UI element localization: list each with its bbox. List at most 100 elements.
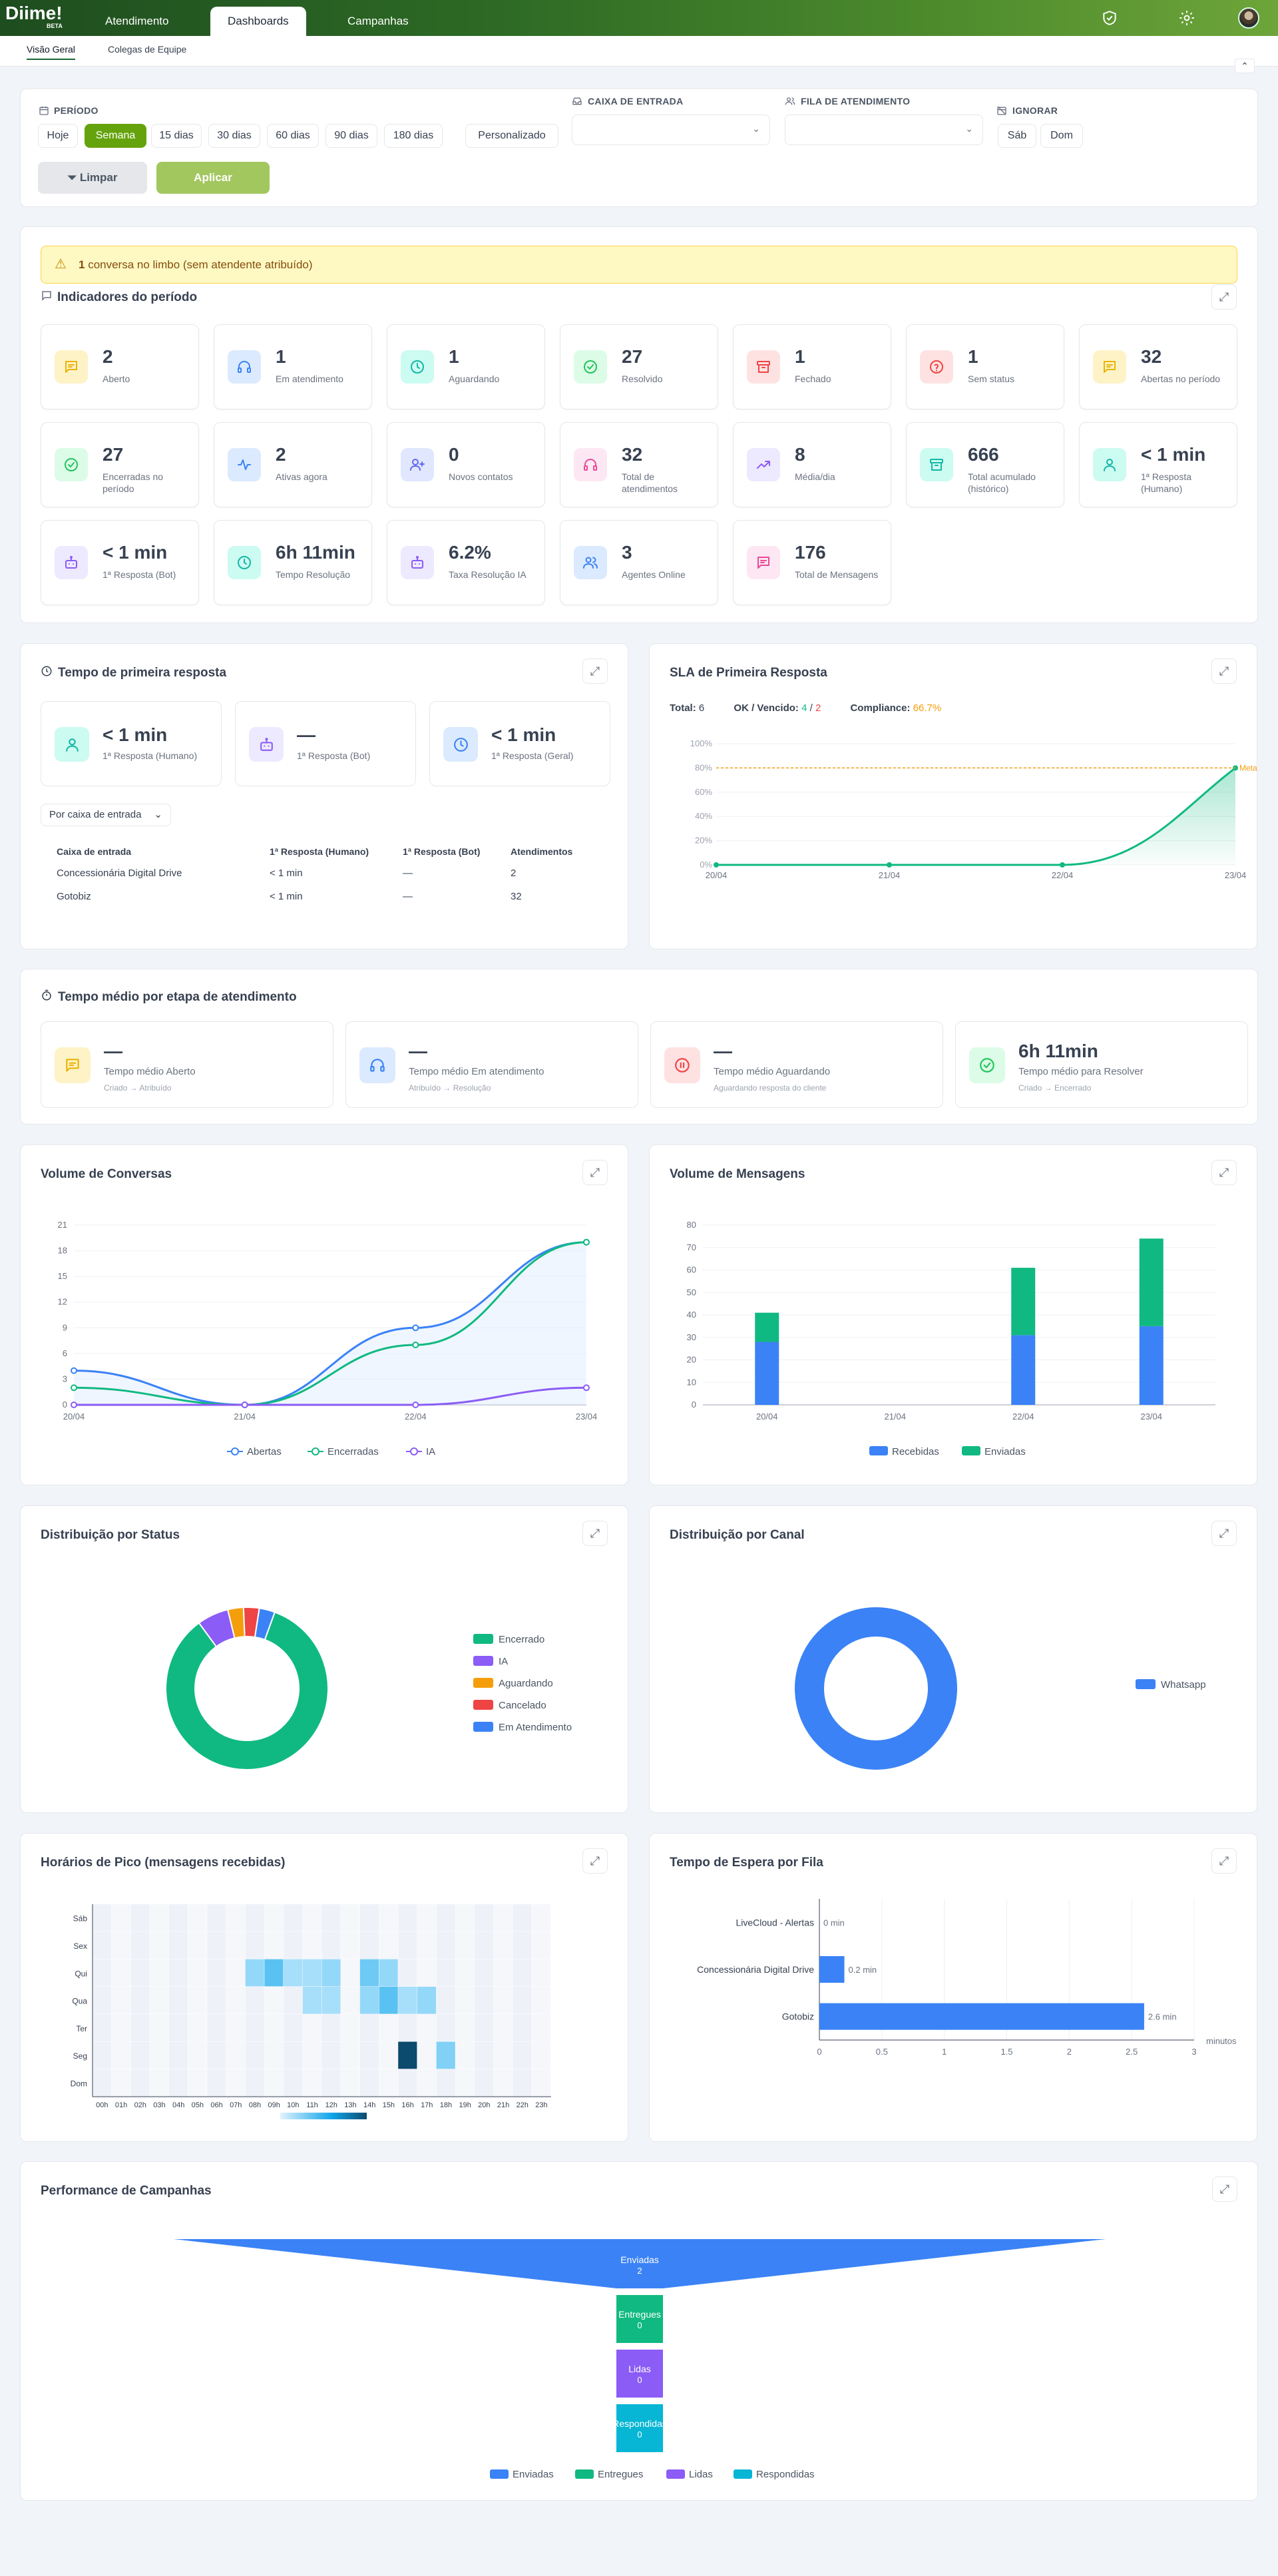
aplicar-button[interactable]: Aplicar [156,162,270,194]
heatmap-cell [130,2069,150,2097]
nav-tab-atendimento[interactable]: Atendimento [105,15,169,27]
check-circle-icon [969,1047,1005,1083]
shield-check-icon[interactable] [1101,9,1118,27]
series-point [71,1367,77,1374]
fila-atendimento-select[interactable]: ⌄ [785,115,983,145]
y-tick-label: 12 [58,1297,67,1307]
legend-marker [410,1447,418,1455]
y-tick-label: 80 [687,1220,696,1230]
heatmap-cell [264,2041,284,2069]
heatmap-cell [475,1904,494,1932]
ignorar-sabado-button[interactable]: Sáb [998,124,1036,148]
clock-icon [228,546,261,579]
periodo-90-dias-button[interactable]: 90 dias [325,124,377,148]
legend-swatch [575,2469,594,2479]
nav-tab-campanhas[interactable]: Campanhas [347,15,409,27]
expand-icon[interactable]: ⤢ [1211,1160,1237,1185]
kpi-card: 6h 11min Tempo Resolução [214,520,372,605]
kpi-value: 8 [795,444,805,465]
heatmap-cell [341,1986,360,2014]
kpi-value: 3 [622,542,632,563]
y-tick-label: 20% [695,836,712,846]
caixa-entrada-select[interactable]: ⌄ [572,115,770,145]
periodo-personalizado-button[interactable]: Personalizado [465,124,558,148]
nav-tab-dashboards[interactable]: Dashboards [210,7,306,36]
legend-label: Recebidas [892,1446,939,1457]
x-tick-label: 17h [421,2101,433,2109]
expand-icon[interactable]: ⤢ [1212,2177,1237,2202]
limpar-button[interactable]: ⏷ Limpar [38,162,147,194]
dist-status-panel: Distribuição por Status ⤢ Encerrado IA Agu… [20,1505,628,1813]
expand-icon[interactable]: ⤢ [582,1160,608,1185]
periodo-15-dias-button[interactable]: 15 dias [151,124,202,148]
dist-status-title: Distribuição por Status [41,1528,180,1542]
expand-icon[interactable]: ⤢ [1211,284,1237,310]
funnel-stage-value: 0 [637,2375,642,2385]
archive-icon [920,448,953,481]
sla-point [887,862,892,868]
x-tick-label: 21/04 [884,1412,906,1421]
sla-title: SLA de Primeira Resposta [670,666,827,680]
collapse-chevron-up-icon[interactable]: ⌃ [1235,59,1255,73]
heatmap-cell-active [284,1959,303,1987]
legend-marker [312,1447,320,1455]
sla-area [716,768,1235,865]
expand-icon[interactable]: ⤢ [1211,658,1237,684]
legend-marker [231,1447,239,1455]
periodo-semana-button[interactable]: Semana [85,124,146,148]
app-logo[interactable]: Diime! [5,3,63,23]
expand-icon[interactable]: ⤢ [1211,1521,1237,1546]
periodo-hoje-button[interactable]: Hoje [38,124,78,148]
horarios-panel: Horários de Pico (mensagens recebidas) ⤢… [20,1833,628,2142]
legend-swatch [734,2469,752,2479]
heatmap-cell [493,1904,513,1932]
heatmap-cell-active [379,1986,398,2014]
legend-label: Aguardando [499,1678,553,1689]
dist-canal-chart: Whatsapp [795,1607,1206,1770]
heatmap-cell [532,1986,551,2014]
x-tick-label: 03h [153,2101,165,2109]
funnel-stage-label: Enviadas [620,2254,659,2265]
subtab-colegas-de-equipe[interactable]: Colegas de Equipe [108,44,187,55]
kpi-label: Abertas no período [1141,374,1221,384]
heatmap-cell [436,1986,455,2014]
heatmap-cell [207,2069,226,2097]
heatmap-cell [493,2069,513,2097]
kpi-value: 2 [276,444,286,465]
table-cell: < 1 min [270,891,303,902]
campanhas-funnel: Enviadas2Entregues0Lidas0Respondidas0Env… [174,2239,1106,2480]
y-tick-label: 6 [63,1348,67,1358]
beta-badge: BETA [47,23,63,29]
espera-chart: 0 0.5 1 1.5 2 2.5 3 minutos LiveCloud - Alertas 0… [697,1899,1237,2057]
campanhas-panel: Performance de Campanhas ⤢ Enviadas 2 Entr… [20,2161,1258,2501]
ignorar-domingo-button[interactable]: Dom [1040,124,1083,148]
periodo-180-dias-button[interactable]: 180 dias [384,124,443,148]
group-by-select[interactable]: Por caixa de entrada ⌄ [41,804,171,826]
periodo-30-dias-button[interactable]: 30 dias [208,124,260,148]
user-avatar[interactable] [1238,7,1259,29]
dist-canal-title: Distribuição por Canal [670,1528,805,1542]
heatmap-cell [417,2041,437,2069]
subtab-visao-geral[interactable]: Visão Geral [27,44,75,60]
calendar-off-icon [997,106,1006,115]
y-tick-label: Ter [76,2024,87,2033]
heatmap-cell [302,2069,321,2097]
limbo-alert[interactable]: ⚠ 1 conversa no limbo (sem atendente atri… [41,246,1237,284]
x-tick-label: 20/04 [706,870,728,880]
expand-icon[interactable]: ⤢ [582,1521,608,1546]
kpi-label: Sem status [968,374,1015,384]
expand-icon[interactable]: ⤢ [582,658,608,684]
horarios-heatmap: Sáb Sex Qui Qua Ter Seg Dom 00h 01h 02h 03h 04h 05h 0… [71,1904,551,2120]
gear-icon[interactable] [1178,9,1195,27]
kpi-card: 1 Sem status [906,324,1064,409]
expand-icon[interactable]: ⤢ [1211,1848,1237,1874]
kpi-label: Tempo Resolução [276,569,351,580]
heatmap-cell [436,1904,455,1932]
kpi-card: 666 Total acumulado (histórico) [906,422,1064,507]
heatmap-cell [111,1959,130,1987]
expand-icon[interactable]: ⤢ [582,1848,608,1874]
periodo-60-dias-button[interactable]: 60 dias [267,124,319,148]
heatmap-cell [226,2041,246,2069]
heatmap-cell [207,2041,226,2069]
x-tick-label: 11h [306,2101,318,2109]
